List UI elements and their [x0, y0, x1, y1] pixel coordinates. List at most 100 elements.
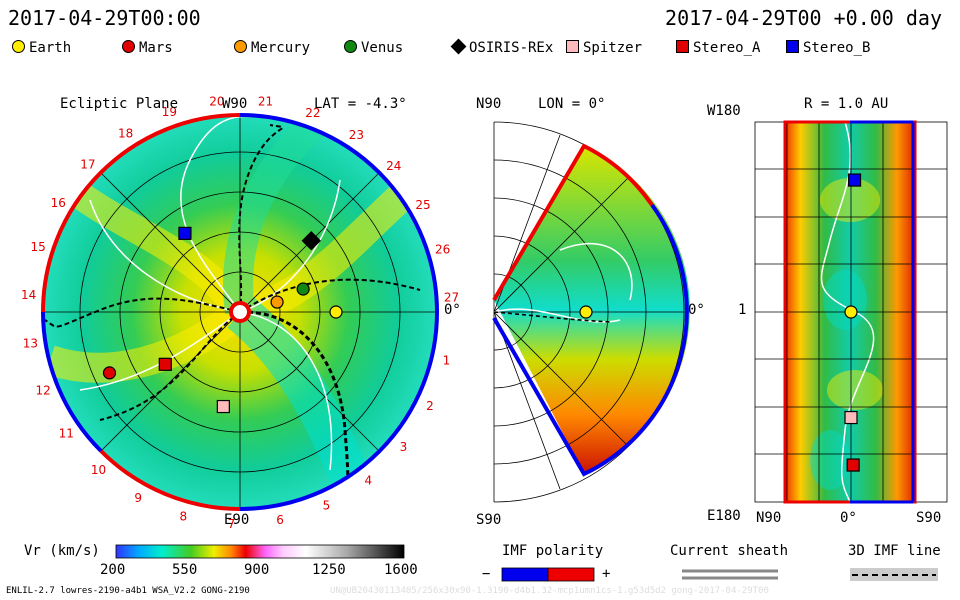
marker-earth — [844, 305, 858, 319]
carrington-number: 5 — [323, 499, 331, 513]
marker-mercury — [270, 295, 284, 309]
marker-earth — [579, 305, 593, 319]
carrington-number: 20 — [209, 94, 224, 108]
ecliptic-panel — [41, 113, 439, 511]
legend-item-spitzer: Spitzer — [566, 40, 642, 56]
legend-label: Venus — [361, 40, 404, 56]
marker-stereo-a — [158, 357, 172, 371]
carrington-number: 4 — [365, 474, 373, 488]
legend-label: Mars — [139, 40, 173, 56]
carrington-number: 1 — [443, 353, 451, 367]
carrington-number: 27 — [444, 290, 459, 304]
meridional-lon-label: LON = 0° — [538, 96, 606, 112]
carrington-number: 14 — [21, 288, 36, 302]
legend-item-mars: Mars — [122, 40, 173, 56]
colorbar-tick: 1250 — [312, 562, 346, 578]
carrington-number: 11 — [59, 426, 74, 440]
legend-swatch — [122, 40, 135, 53]
legend-label: OSIRIS-REx — [469, 40, 554, 56]
marker-earth — [329, 305, 343, 319]
imf-plus-label: + — [602, 566, 611, 582]
radial-title: R = 1.0 AU — [804, 96, 889, 112]
carrington-number: 26 — [435, 243, 450, 257]
imf-negative-swatch — [501, 567, 549, 582]
legend-label: Spitzer — [583, 40, 643, 56]
carrington-number: 23 — [349, 128, 364, 142]
radial-top-left-label: W180 — [707, 103, 741, 119]
imf-line-title: 3D IMF line — [848, 543, 941, 559]
ecliptic-right-label: 0° — [444, 302, 461, 318]
header-time-right: 2017-04-29T00 +0.00 day — [665, 6, 942, 30]
carrington-number: 13 — [23, 337, 38, 351]
colorbar-tick: 200 — [100, 562, 126, 578]
legend-swatch — [676, 40, 689, 53]
marker-mars — [102, 366, 117, 380]
carrington-number: 9 — [134, 491, 142, 505]
imf-polarity-title: IMF polarity — [502, 543, 604, 559]
carrington-number: 3 — [400, 440, 408, 454]
carrington-number: 2 — [426, 399, 434, 413]
legend-item-earth: Earth — [12, 40, 71, 56]
legend-swatch — [566, 40, 579, 53]
colorbar-tick: 1600 — [384, 562, 418, 578]
carrington-number: 15 — [31, 240, 46, 254]
colorbar-tick: 900 — [244, 562, 270, 578]
carrington-number: 12 — [35, 384, 50, 398]
meridional-bottom-label: S90 — [476, 512, 502, 528]
legend-item-venus: Venus — [344, 40, 403, 56]
legend-item-stereo-a: Stereo_A — [676, 40, 760, 56]
carrington-number: 10 — [91, 463, 106, 477]
legend-item-stereo-b: Stereo_B — [786, 40, 870, 56]
colorbar — [115, 544, 405, 559]
radial-x-label-n90: N90 — [756, 510, 782, 526]
marker-stereo-b — [847, 173, 862, 187]
carrington-number: 21 — [258, 95, 273, 109]
carrington-number: 25 — [415, 198, 430, 212]
marker-venus — [296, 282, 310, 296]
legend-label: Earth — [29, 40, 72, 56]
carrington-number: 18 — [118, 126, 133, 140]
marker-stereo-a — [846, 458, 860, 472]
imf-positive-swatch — [547, 567, 595, 582]
colorbar-label: Vr (km/s) — [24, 543, 100, 559]
legend-swatch — [786, 40, 799, 53]
marker-spitzer — [844, 410, 858, 425]
header-time-left: 2017-04-29T00:00 — [8, 6, 201, 30]
carrington-number: 6 — [276, 513, 284, 527]
ecliptic-title: Ecliptic Plane — [60, 96, 179, 112]
radial-mid-left-label: 1 — [738, 302, 747, 318]
radial-x-label-s90: S90 — [916, 510, 942, 526]
carrington-number: 7 — [228, 517, 236, 531]
meridional-right-label: 0° — [688, 302, 705, 318]
ecliptic-lat-label: LAT = -4.3° — [314, 96, 407, 112]
footer-right: UN@UB20430113405/256x30x90-1.3190-d4b1.3… — [330, 586, 769, 596]
marker-spitzer — [216, 399, 230, 414]
carrington-number: 17 — [80, 157, 95, 171]
legend-swatch — [344, 40, 357, 53]
legend-swatch — [234, 40, 247, 53]
sun-marker — [229, 301, 251, 323]
marker-osiris-rex — [301, 231, 321, 251]
legend-label: Mercury — [251, 40, 311, 56]
legend-swatch — [12, 40, 25, 53]
radial-x-label-0: 0° — [840, 510, 857, 526]
carrington-number: 24 — [386, 159, 401, 173]
ecliptic-bottom-label: E90 — [224, 512, 250, 528]
legend-item-osiris-rex: OSIRIS-REx — [450, 38, 554, 56]
current-sheath-title: Current sheath — [670, 543, 789, 559]
ecliptic-top-label: W90 — [222, 96, 248, 112]
footer-left: ENLIL-2.7 lowres-2190-a4b1 WSA_V2.2 GONG… — [6, 586, 250, 596]
colorbar-tick: 550 — [172, 562, 198, 578]
radial-bottom-left-label: E180 — [707, 508, 741, 524]
imf-line-swatch — [850, 568, 938, 581]
legend-label: Stereo_B — [803, 40, 871, 56]
legend-label: Stereo_A — [693, 40, 761, 56]
legend-item-mercury: Mercury — [234, 40, 310, 56]
carrington-number: 19 — [162, 105, 177, 119]
carrington-number: 8 — [180, 509, 188, 523]
marker-layer — [102, 173, 862, 472]
carrington-number: 22 — [305, 106, 320, 120]
marker-stereo-b — [178, 226, 192, 240]
